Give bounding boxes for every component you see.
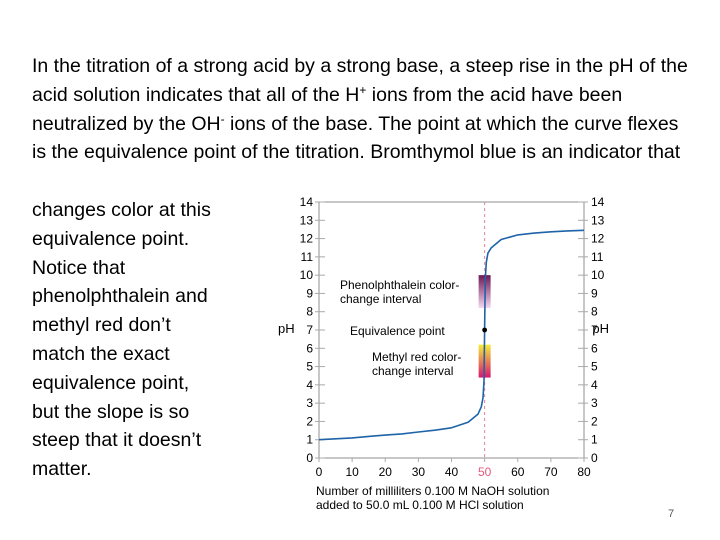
y-tick-label-left-8: 8 <box>306 305 313 319</box>
y-tick-label-right-8: 8 <box>591 305 598 319</box>
y-tick-label-right-0: 0 <box>591 451 598 465</box>
y-axis-label-left: pH <box>278 321 295 336</box>
y-tick-label-left-4: 4 <box>306 378 313 392</box>
side-line-5: methyl red don’t <box>32 314 171 337</box>
y-tick-label-left-5: 5 <box>306 360 313 374</box>
side-line-6: match the exact <box>32 342 170 365</box>
oh-ion-charge: - <box>220 111 225 126</box>
body-paragraph: In the titration of a strong acid by a s… <box>32 52 692 167</box>
page-number: 7 <box>668 508 675 520</box>
y-tick-label-left-13: 13 <box>300 213 314 227</box>
x-tick-label-6: 60 <box>511 465 525 479</box>
y-tick-label-right-2: 2 <box>591 414 598 428</box>
x-axis-label-line-2: added to 50.0 mL 0.100 M HCl solution <box>316 498 524 512</box>
methyl-red-label-line-1: Methyl red color- <box>372 350 461 364</box>
y-tick-label-left-10: 10 <box>300 268 314 282</box>
y-tick-label-right-4: 4 <box>591 378 598 392</box>
equivalence-point-marker <box>482 327 488 333</box>
y-tick-label-right-10: 10 <box>591 268 605 282</box>
y-tick-label-right-1: 1 <box>591 433 598 447</box>
side-line-10: matter. <box>32 458 92 481</box>
phenolphthalein-label-line-1: Phenolphthalein color- <box>340 278 459 292</box>
body-text-part-3: ions of the base. The point at which the… <box>32 112 681 164</box>
y-tick-label-left-2: 2 <box>306 414 313 428</box>
phenolphthalein-label-line-2: change interval <box>340 292 421 306</box>
body-text-part-2: ions from the acid have been neutralized… <box>32 83 623 135</box>
x-tick-label-0: 0 <box>316 465 323 479</box>
side-line-4: phenolphthalein and <box>32 285 208 308</box>
x-tick-label-3: 30 <box>412 465 426 479</box>
x-tick-label-8: 80 <box>577 465 591 479</box>
y-tick-label-right-5: 5 <box>591 360 598 374</box>
x-tick-label-4: 40 <box>445 465 459 479</box>
side-line-7: equivalence point, <box>32 371 190 394</box>
y-axis-label-right: pH <box>592 321 609 336</box>
x-tick-label-2: 20 <box>379 465 393 479</box>
y-tick-label-right-6: 6 <box>591 341 598 355</box>
x-tick-label-5: 50 <box>478 465 492 479</box>
y-tick-label-left-3: 3 <box>306 396 313 410</box>
side-line-8: but the slope is so <box>32 400 190 423</box>
y-tick-label-right-3: 3 <box>591 396 598 410</box>
y-tick-label-right-11: 11 <box>591 250 604 264</box>
y-tick-label-left-1: 1 <box>306 433 313 447</box>
y-tick-label-left-11: 11 <box>301 250 314 264</box>
y-tick-label-left-14: 14 <box>300 195 314 209</box>
methyl-red-label-line-2: change interval <box>372 364 453 378</box>
equivalence-point-label: Equivalence point <box>350 324 445 338</box>
body-text-part-1: In the titration of a strong acid by a s… <box>32 55 688 106</box>
side-line-2: equivalence point. <box>32 227 190 250</box>
x-axis-label-line-1: Number of milliliters 0.100 M NaOH solut… <box>316 484 549 498</box>
side-line-9: steep that it doesn’t <box>32 429 202 452</box>
y-tick-label-right-13: 13 <box>591 213 605 227</box>
h-ion-charge: + <box>359 82 367 97</box>
titration-curve <box>318 229 585 441</box>
side-line-3: Notice that <box>32 256 126 279</box>
x-tick-label-7: 70 <box>544 465 558 479</box>
y-tick-label-right-7: 7 <box>591 323 598 337</box>
y-tick-label-left-0: 0 <box>306 451 313 465</box>
y-tick-label-left-7: 7 <box>306 323 313 337</box>
y-tick-label-right-14: 14 <box>591 195 605 209</box>
y-tick-label-left-9: 9 <box>306 286 313 300</box>
y-tick-label-left-6: 6 <box>306 341 313 355</box>
y-tick-label-left-12: 12 <box>300 232 314 246</box>
side-line-1: changes color at this <box>32 199 211 221</box>
x-tick-label-1: 10 <box>345 465 359 479</box>
side-paragraph: changes color at this equivalence point.… <box>32 196 272 484</box>
y-tick-label-right-12: 12 <box>591 232 605 246</box>
y-tick-label-right-9: 9 <box>591 286 598 300</box>
